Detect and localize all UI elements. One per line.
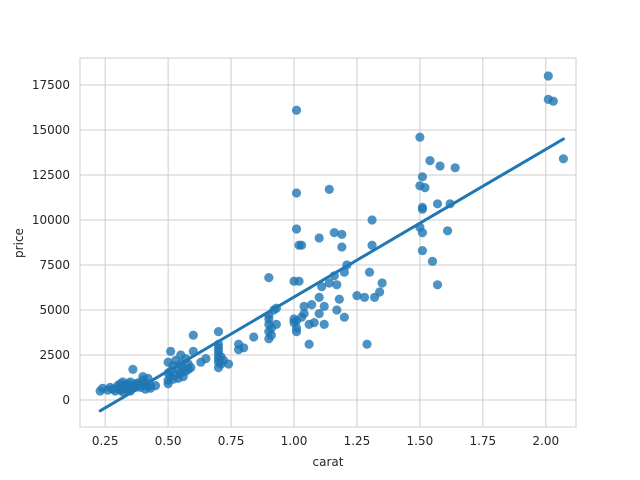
data-point — [317, 282, 327, 292]
data-point — [332, 305, 342, 315]
data-point — [377, 278, 387, 288]
x-tick-label: 1.00 — [281, 434, 308, 448]
data-point — [186, 363, 196, 373]
plot-frame — [79, 57, 577, 428]
data-point — [417, 228, 428, 238]
data-point — [417, 202, 428, 212]
data-point — [314, 309, 324, 319]
data-point — [548, 96, 558, 106]
data-point — [367, 215, 377, 225]
data-point — [299, 309, 309, 319]
data-point — [364, 267, 375, 277]
data-point — [324, 278, 334, 288]
data-point — [319, 301, 329, 311]
data-point — [291, 323, 302, 333]
data-point — [432, 199, 443, 209]
y-tick-label: 10000 — [32, 213, 70, 227]
data-point — [417, 246, 428, 256]
data-point — [324, 184, 334, 194]
data-point — [291, 105, 302, 115]
x-axis-label: carat — [313, 455, 344, 469]
data-point — [375, 287, 385, 297]
data-point — [427, 256, 438, 266]
data-point — [296, 240, 307, 250]
data-point — [442, 226, 453, 236]
data-point — [367, 240, 377, 250]
data-point — [415, 132, 425, 142]
y-axis-label: price — [12, 228, 26, 258]
data-point — [291, 224, 302, 234]
data-point — [188, 330, 198, 340]
x-tick-label: 1.50 — [407, 434, 434, 448]
data-point — [359, 292, 370, 302]
data-point — [128, 364, 138, 374]
data-point — [337, 242, 347, 252]
data-point — [432, 280, 443, 290]
data-point — [307, 300, 317, 310]
y-tick-label: 15000 — [32, 123, 70, 137]
data-point — [239, 343, 249, 353]
x-tick-label: 2.00 — [532, 434, 559, 448]
y-tick-label: 2500 — [39, 348, 70, 362]
x-tick-label: 1.75 — [469, 434, 496, 448]
data-point — [314, 233, 324, 243]
data-point — [332, 280, 342, 290]
data-point — [304, 339, 314, 349]
data-point — [314, 292, 324, 302]
x-tick-label: 1.25 — [344, 434, 371, 448]
data-point — [558, 154, 569, 164]
data-point — [362, 339, 372, 349]
y-tick-label: 7500 — [39, 258, 70, 272]
data-point — [299, 301, 309, 311]
regression-line-group — [98, 137, 565, 413]
x-axis-ticks: 0.25 0.50 0.75 1.00 1.25 1.50 1.75 2.00 — [92, 434, 559, 448]
data-point — [329, 228, 339, 238]
data-point — [425, 156, 435, 166]
data-point — [417, 172, 428, 182]
y-axis-ticks: 0 2500 5000 7500 10000 12500 15000 17500 — [32, 78, 70, 407]
data-point — [339, 312, 349, 322]
data-point — [420, 183, 430, 193]
data-point — [334, 294, 344, 304]
data-point — [543, 71, 553, 81]
data-point — [166, 346, 176, 356]
x-tick-label: 0.25 — [92, 434, 119, 448]
data-point — [291, 188, 302, 198]
data-point — [150, 381, 161, 391]
x-tick-label: 0.50 — [155, 434, 182, 448]
data-point — [294, 276, 304, 286]
regression-line — [98, 137, 565, 413]
data-point — [337, 229, 347, 239]
data-point — [213, 327, 224, 337]
data-point — [352, 291, 362, 301]
y-tick-label: 5000 — [39, 303, 70, 317]
data-point — [249, 332, 259, 342]
data-point — [264, 273, 274, 283]
data-point — [309, 318, 319, 328]
grid-lines — [80, 58, 576, 427]
plot-background — [80, 58, 576, 427]
data-point — [450, 163, 460, 173]
x-tick-label: 0.75 — [218, 434, 245, 448]
y-tick-label: 0 — [62, 393, 70, 407]
data-point — [271, 319, 281, 329]
data-point — [266, 330, 276, 340]
data-point — [223, 359, 234, 369]
y-tick-label: 17500 — [32, 78, 70, 92]
data-point — [319, 319, 329, 329]
y-tick-label: 12500 — [32, 168, 70, 182]
data-point — [435, 161, 445, 171]
data-point — [201, 354, 211, 364]
